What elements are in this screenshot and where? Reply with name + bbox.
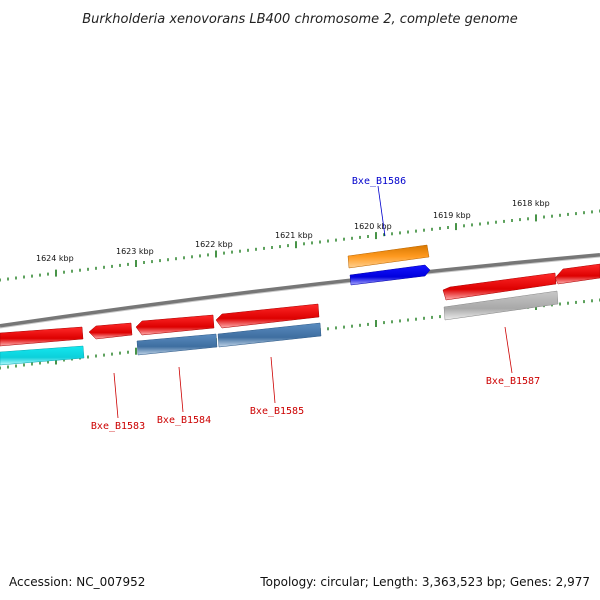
- gene-label-bxe-b1584[interactable]: Bxe_B1584: [157, 415, 211, 426]
- scale-label-1622: 1622 kbp: [195, 240, 233, 249]
- gene-red-edge-right[interactable]: [554, 263, 600, 285]
- callout-line-bxe-b1586: [377, 185, 386, 237]
- gene-grey-bxe-b1587[interactable]: [443, 290, 559, 321]
- callout-line-bxe-b1584: [178, 366, 184, 413]
- callout-line-bxe-b1585: [270, 356, 276, 404]
- callout-line-bxe-b1587: [504, 326, 513, 374]
- callout-line-bxe-b1583: [113, 372, 119, 419]
- accession-text: Accession: NC_007952: [9, 575, 145, 589]
- gene-steelblue-bxe-b1585[interactable]: [217, 322, 322, 348]
- gene-label-bxe-b1585[interactable]: Bxe_B1585: [250, 406, 304, 417]
- scale-label-1619: 1619 kbp: [433, 211, 471, 220]
- gene-cyan-left[interactable]: [0, 345, 85, 366]
- chromosome-backbone: [0, 253, 600, 328]
- gene-orange-bxe-b1586[interactable]: [347, 244, 430, 269]
- gene-label-bxe-b1586[interactable]: Bxe_B1586: [352, 176, 406, 187]
- chromosome-backbone-highlight: [0, 256, 600, 329]
- topology-text: Topology: circular; Length: 3,363,523 bp…: [259, 575, 590, 589]
- gene-label-bxe-b1583[interactable]: Bxe_B1583: [91, 421, 145, 432]
- gene-steelblue-bxe-b1584[interactable]: [136, 333, 218, 356]
- scale-label-1621: 1621 kbp: [275, 231, 313, 240]
- scale-label-1618: 1618 kbp: [512, 199, 550, 208]
- gene-red-bxe-b1583[interactable]: [88, 322, 133, 340]
- map-title: Burkholderia xenovorans LB400 chromosome…: [82, 12, 518, 27]
- scale-label-1623: 1623 kbp: [116, 247, 154, 256]
- gene-red-left-1[interactable]: [0, 326, 84, 347]
- scale-ticks-upper: [0, 209, 600, 282]
- gene-red-bxe-b1585[interactable]: [215, 303, 320, 329]
- scale-label-1620: 1620 kbp: [354, 222, 392, 231]
- gene-blue-bxe-b1586[interactable]: [349, 264, 431, 286]
- gene-red-bxe-b1584[interactable]: [135, 314, 215, 336]
- scale-label-1624: 1624 kbp: [36, 254, 74, 263]
- gene-label-bxe-b1587[interactable]: Bxe_B1587: [486, 376, 540, 387]
